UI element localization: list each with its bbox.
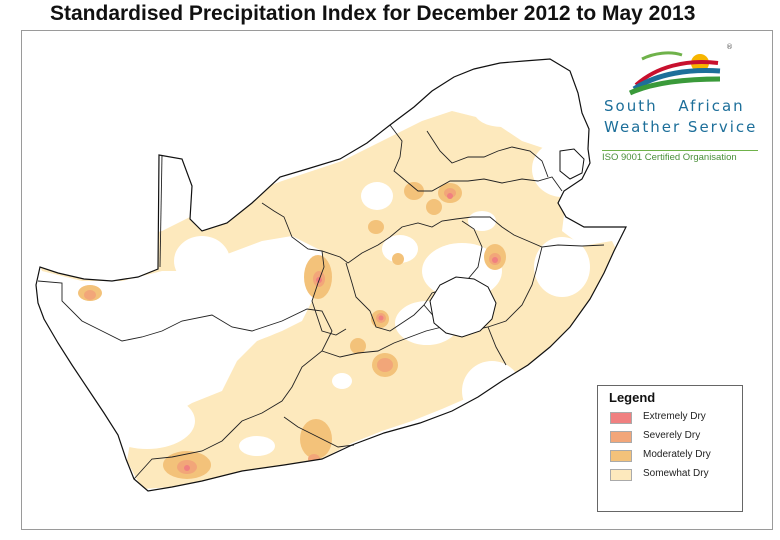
map-frame: ® South African Weather Service ISO 9001… (21, 30, 773, 530)
legend-label: Somewhat Dry (643, 468, 709, 479)
lesotho-outline (429, 276, 497, 338)
legend-swatch (610, 469, 632, 481)
swaziland-outline (559, 148, 585, 180)
logo-name-line2: Weather Service (604, 118, 758, 136)
legend-label: Extremely Dry (643, 411, 706, 422)
saws-emblem-icon: ® (628, 43, 733, 96)
svg-text:®: ® (726, 43, 733, 51)
map-legend: Legend Extremely Dry Severely Dry Modera… (597, 385, 743, 512)
legend-label: Severely Dry (643, 430, 701, 441)
south-africa-outline (35, 58, 627, 492)
legend-swatch (610, 431, 632, 443)
legend-swatch (610, 450, 632, 462)
province-boundaries (37, 124, 605, 480)
legend-title: Legend (609, 390, 656, 405)
map-canvas (35, 58, 627, 492)
logo-name-line1: South African (604, 97, 745, 115)
map-title: Standardised Precipitation Index for Dec… (50, 2, 696, 25)
saws-logo: ® South African Weather Service ISO 9001… (596, 39, 766, 179)
legend-label: Moderately Dry (643, 449, 711, 460)
logo-tagline: ISO 9001 Certified Organisation (602, 152, 737, 163)
logo-divider (602, 150, 758, 151)
legend-swatch (610, 412, 632, 424)
